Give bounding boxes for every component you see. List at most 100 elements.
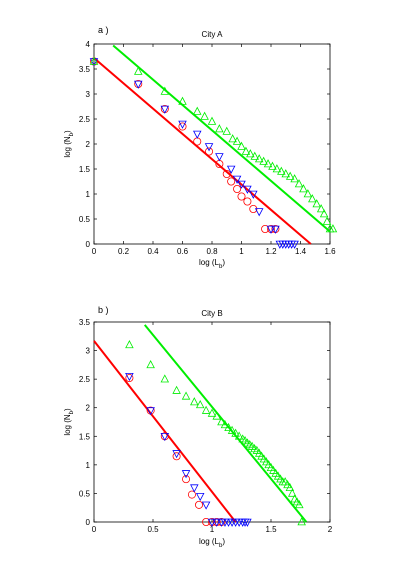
data-point (246, 149, 255, 158)
y-tick-label: 1 (86, 190, 91, 199)
data-point (172, 450, 181, 459)
data-point (237, 192, 246, 201)
data-point (243, 197, 252, 206)
data-point (160, 86, 170, 95)
y-axis-label-a-sub: b (69, 132, 75, 136)
data-point (254, 154, 264, 163)
data-point (294, 179, 304, 188)
data-point (125, 373, 134, 382)
y-tick-label: 3.5 (79, 65, 91, 74)
data-point (205, 147, 214, 156)
x-axis-label-a-main: log (L (199, 258, 220, 267)
y-tick-label: 2.5 (79, 115, 91, 124)
y-tick-label: 2 (86, 140, 91, 149)
data-point (237, 141, 246, 150)
data-point (287, 488, 297, 497)
x-tick-label: 1.2 (265, 247, 277, 256)
x-axis-label-a-sub: b (219, 264, 223, 270)
x-tick-label: 1 (239, 247, 244, 256)
data-point (226, 165, 236, 174)
y-axis-label-b: log (Nb) (63, 408, 75, 436)
y-axis-label-a-main: log (N (63, 136, 72, 158)
data-point (232, 136, 242, 145)
data-point (285, 482, 295, 491)
x-axis-label-b-sub: b (219, 543, 223, 549)
data-point (207, 116, 217, 125)
data-point (89, 58, 99, 67)
data-point (227, 425, 237, 434)
data-point (228, 134, 237, 143)
data-point (285, 171, 295, 180)
data-point (290, 240, 299, 249)
y-tick-label: 1 (86, 461, 91, 470)
data-point (181, 470, 191, 479)
panel-label-a: a ) (98, 25, 109, 35)
data-point (263, 159, 273, 168)
data-point (222, 126, 232, 135)
data-point (215, 153, 224, 162)
x-tick-label: 0.8 (206, 247, 218, 256)
data-point (232, 175, 242, 184)
data-point (259, 156, 268, 165)
x-axis-label-b-end: ) (222, 537, 225, 546)
y-axis-label-b-sub: b (69, 410, 75, 414)
data-points-a (89, 56, 338, 249)
y-axis-label-a-end: ) (63, 130, 72, 133)
y-tick-label: 2.5 (79, 375, 91, 384)
y-tick-label: 3 (86, 347, 91, 356)
data-point (125, 340, 134, 349)
chart-panel-a: a ) City A 0 0.2 0.4 0.6 0.8 1 1.2 1.4 1.6 0 0.5 1… (63, 25, 338, 270)
data-point (187, 490, 196, 499)
data-point (268, 161, 277, 170)
x-tick-label: 1.4 (295, 247, 307, 256)
data-point (217, 417, 226, 426)
x-tick-label: 1 (210, 525, 215, 534)
data-point (201, 501, 211, 510)
x-tick-label: 0.6 (177, 247, 189, 256)
x-axis-label-b: log (Lb) (199, 537, 225, 549)
panel-label-b: b ) (98, 305, 109, 315)
data-point (215, 124, 224, 133)
data-point (212, 411, 221, 420)
y-tick-group-b: 0 0.5 1 1.5 2 2.5 3 3.5 (79, 318, 330, 527)
data-point (125, 373, 134, 382)
data-point (227, 177, 236, 186)
y-tick-label: 4 (86, 40, 91, 49)
y-tick-label: 3 (86, 90, 91, 99)
data-point (160, 105, 170, 114)
data-point (212, 518, 221, 527)
data-point (133, 80, 143, 89)
data-point (241, 146, 251, 155)
data-point (319, 209, 329, 218)
data-point (299, 184, 308, 193)
data-point (146, 360, 155, 369)
data-point (172, 452, 181, 461)
y-axis-label-a: log (Nb) (63, 130, 75, 158)
data-point (272, 164, 282, 173)
data-point (190, 397, 199, 406)
data-point (290, 174, 299, 183)
data-point (220, 420, 230, 429)
data-point (146, 407, 155, 416)
x-tick-label: 2 (328, 525, 333, 534)
chart-title-b: City B (201, 309, 222, 318)
y-tick-label: 0 (86, 240, 91, 249)
data-point (195, 400, 205, 409)
data-point (308, 194, 317, 203)
data-point (281, 169, 291, 178)
fit-lines-b (93, 324, 308, 523)
data-point (231, 428, 240, 437)
y-tick-label: 0 (86, 518, 91, 527)
data-point (250, 151, 260, 160)
x-axis-label-a-end: ) (222, 258, 225, 267)
data-point (295, 500, 304, 509)
y-tick-label: 0.5 (79, 489, 91, 498)
data-point (254, 208, 264, 217)
fit-line (143, 324, 308, 523)
x-axis-label-a: log (Lb) (199, 258, 225, 270)
data-point (243, 185, 252, 194)
data-point (277, 166, 286, 175)
y-tick-group-a: 0 0.5 1 1.5 2 2.5 3 3.5 4 (79, 40, 330, 249)
x-tick-label: 0.5 (147, 525, 159, 534)
data-point (172, 385, 181, 394)
